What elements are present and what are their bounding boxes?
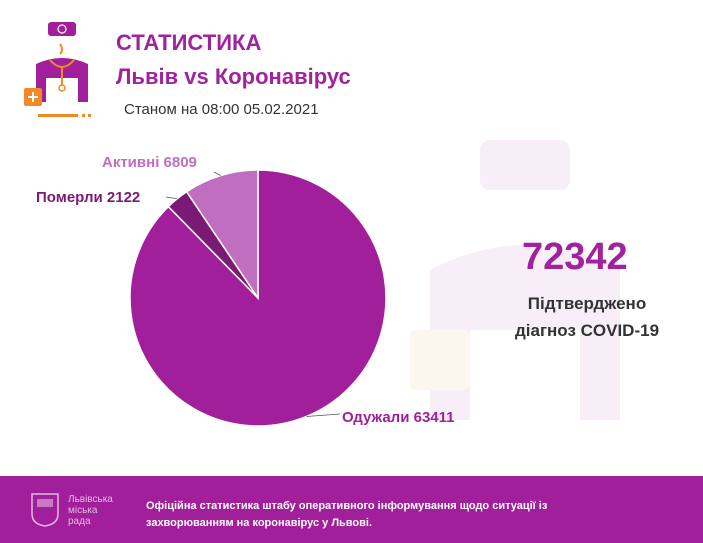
page-title: СТАТИСТИКА bbox=[116, 30, 262, 55]
slice-label-3: Активні 6809 bbox=[102, 154, 197, 171]
date-stamp: Станом на 08:00 05.02.2021 bbox=[124, 101, 319, 118]
slice-label-1: Одужали 63411 bbox=[342, 409, 455, 426]
total-label-line1: Підтверджено bbox=[527, 294, 647, 313]
total-label-line2: діагноз COVID-19 bbox=[514, 321, 660, 340]
doctor-watermark-icon bbox=[410, 140, 620, 420]
leader-line-3 bbox=[213, 171, 221, 176]
footer: Львівська міська рада Офіційна статистик… bbox=[0, 476, 703, 543]
org-line2: міська bbox=[68, 505, 98, 516]
slice-label-2: Померли 2122 bbox=[36, 189, 140, 206]
page-subtitle: Львів vs Коронавірус bbox=[116, 64, 351, 89]
city-council-name: Львівська міська рада bbox=[68, 494, 113, 527]
total-cases: 72342 bbox=[522, 236, 628, 278]
total-label: Підтверджено діагноз COVID-19 bbox=[498, 290, 676, 344]
pie-slice-3 bbox=[185, 169, 259, 301]
org-line1: Львівська bbox=[68, 494, 113, 505]
leader-line-1 bbox=[306, 413, 341, 417]
pie-chart: Одужали 63411 Померли 2122 Активні 6809 bbox=[36, 154, 455, 427]
org-line3: рада bbox=[68, 516, 91, 527]
footer-text: Офіційна статистика штабу оперативного і… bbox=[146, 500, 548, 529]
doctor-logo-icon bbox=[24, 22, 91, 117]
lviv-coat-of-arms-icon bbox=[31, 493, 59, 527]
leader-line-2 bbox=[165, 196, 178, 200]
